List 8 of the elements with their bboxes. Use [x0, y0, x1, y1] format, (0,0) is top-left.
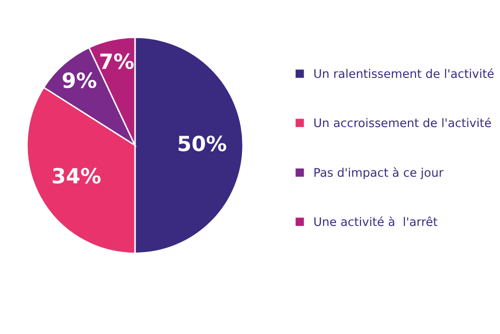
data-label: 9%	[62, 72, 96, 88]
legend-label: Une activité à l'arrêt	[314, 216, 438, 226]
data-label: 7%	[100, 53, 134, 70]
legend-label: Pas d'impact à ce jour	[314, 167, 444, 180]
data-label: 50%	[178, 136, 226, 152]
data-label: 34%	[52, 168, 101, 184]
legend-label: Un ralentissement de l'activité	[314, 68, 494, 78]
legend-label: Un accroissement de l'activité	[314, 118, 491, 128]
